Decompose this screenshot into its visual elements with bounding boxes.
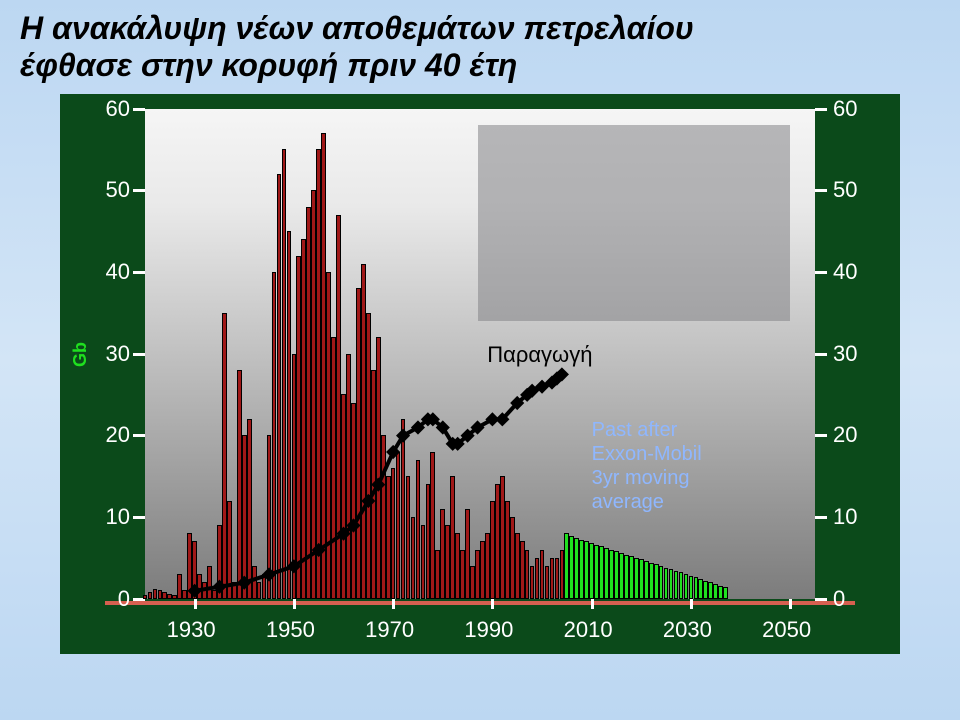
discovery-chart: 0010102020303040405050606019301950197019… (60, 94, 900, 654)
note-text-line: average (592, 491, 664, 514)
note-text-line: Exxon-Mobil (592, 443, 702, 466)
title-line-1: Η ανακάλυψη νέων αποθεμάτων πετρελαίου (20, 10, 694, 46)
production-line (60, 94, 900, 654)
note-text-line: 3yr moving (592, 467, 690, 490)
slide-page: Η ανακάλυψη νέων αποθεμάτων πετρελαίου έ… (0, 0, 960, 720)
note-text-line: Past after (592, 419, 678, 442)
title-line-2: έφθασε στην κορυφή πριν 40 έτη (20, 47, 517, 83)
slide-title: Η ανακάλυψη νέων αποθεμάτων πετρελαίου έ… (20, 10, 940, 84)
production-label: Παραγωγή (487, 342, 592, 368)
